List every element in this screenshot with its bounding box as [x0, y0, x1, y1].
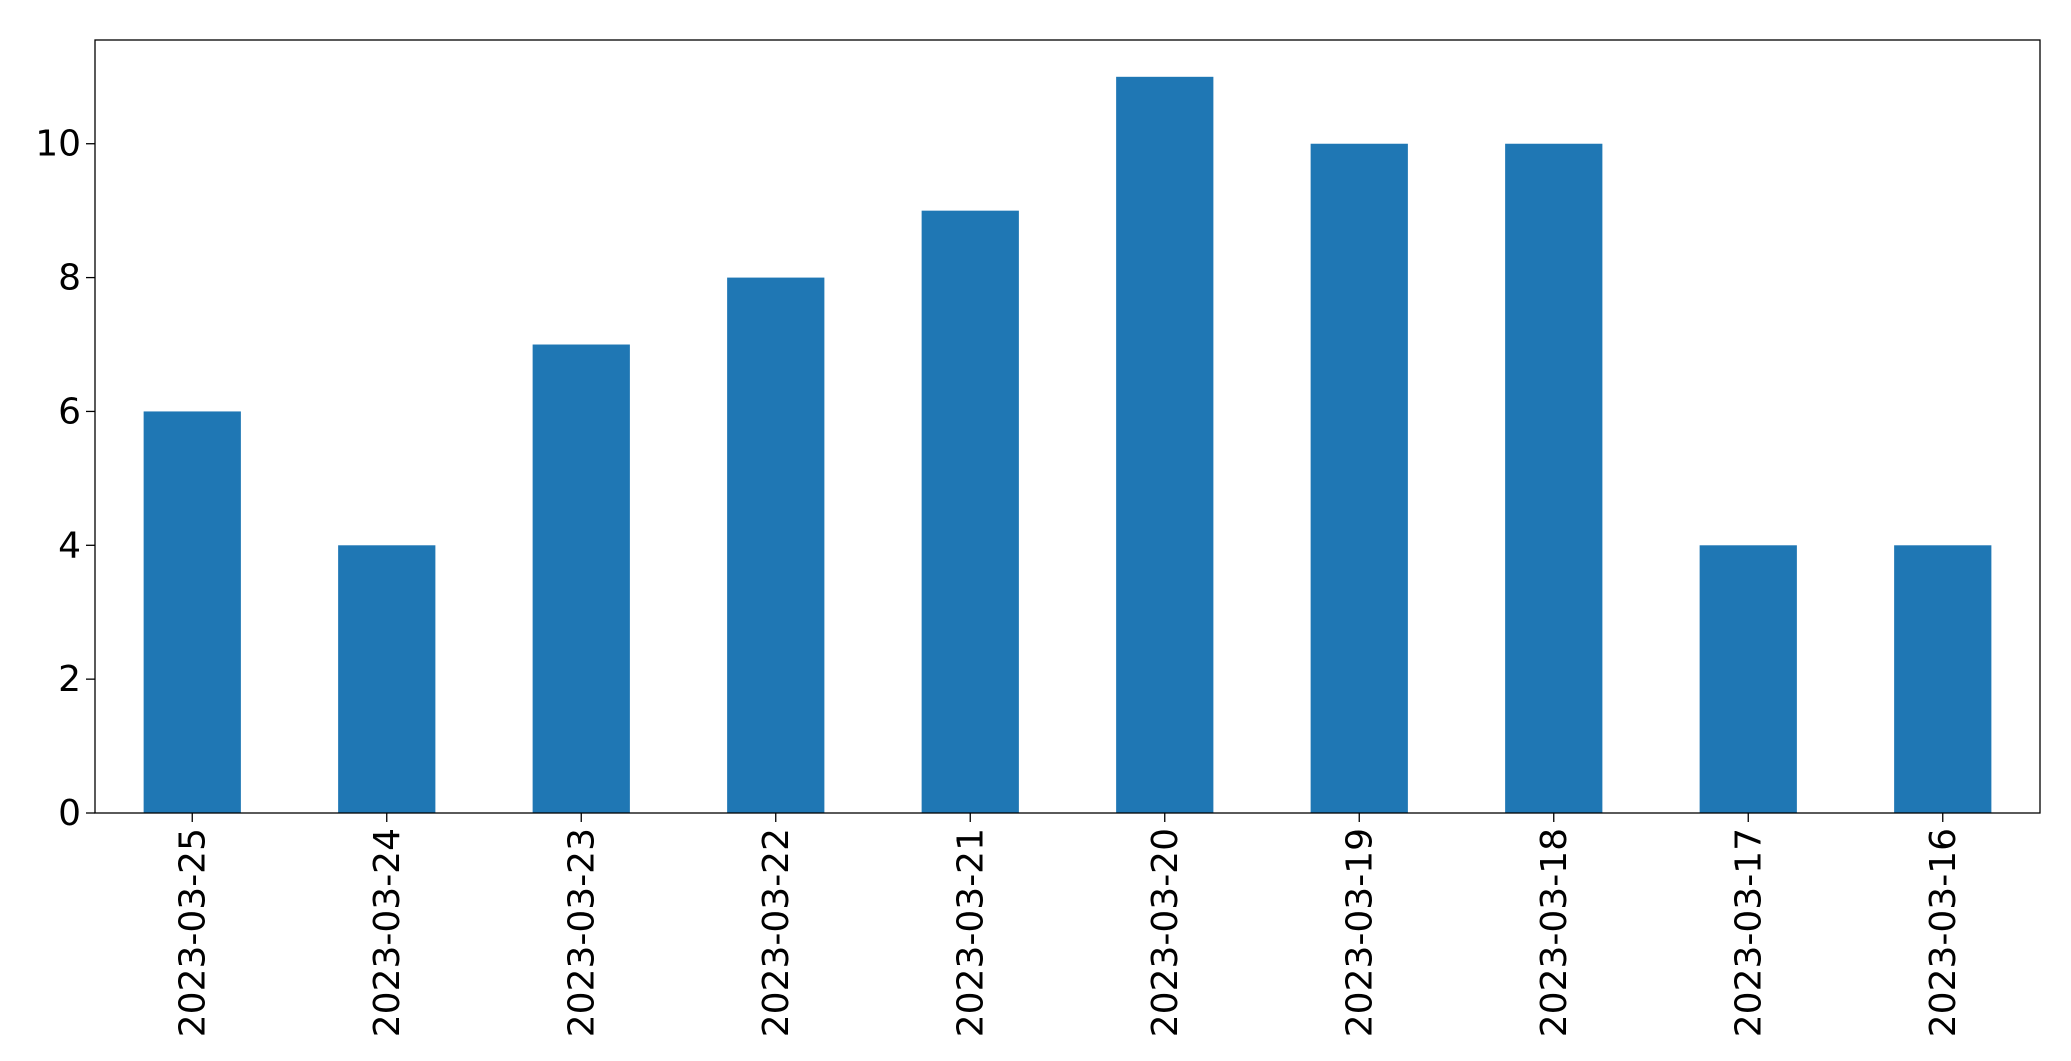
- y-tick-label: 0: [58, 793, 81, 834]
- x-tick-label: 2023-03-19: [1339, 828, 1380, 1037]
- plot-frame: [94, 39, 2041, 814]
- bar-2023-03-19: [1310, 143, 1408, 814]
- x-tick-label: 2023-03-23: [561, 828, 602, 1037]
- x-tick-label: 2023-03-16: [1923, 828, 1964, 1037]
- bar-2023-03-22: [727, 277, 825, 814]
- x-tick-label: 2023-03-17: [1728, 828, 1769, 1037]
- bar-2023-03-20: [1116, 76, 1214, 813]
- y-axis: 0 2 4 6 8 10: [35, 124, 95, 834]
- x-tick-label: 2023-03-20: [1145, 828, 1186, 1037]
- bar-2023-03-25: [143, 411, 241, 813]
- bar-2023-03-16: [1894, 545, 1992, 813]
- y-tick-label: 8: [58, 258, 81, 299]
- y-tick-label: 2: [58, 659, 81, 700]
- x-tick-label: 2023-03-22: [756, 828, 797, 1037]
- y-tick-label: 6: [58, 391, 81, 432]
- bars: [143, 76, 1992, 814]
- bar-2023-03-23: [532, 344, 630, 813]
- bar-2023-03-18: [1505, 143, 1603, 814]
- bar-2023-03-24: [338, 545, 436, 813]
- x-tick-label: 2023-03-21: [950, 828, 991, 1037]
- x-axis: 2023-03-25 2023-03-24 2023-03-23 2023-03-22…: [172, 813, 1964, 1037]
- bar-2023-03-17: [1699, 545, 1797, 813]
- y-tick-label: 4: [58, 525, 81, 566]
- y-tick-label: 10: [35, 124, 81, 165]
- x-tick-label: 2023-03-25: [172, 828, 213, 1037]
- x-tick-label: 2023-03-18: [1534, 828, 1575, 1037]
- bar-2023-03-21: [921, 210, 1019, 813]
- x-tick-label: 2023-03-24: [367, 828, 408, 1037]
